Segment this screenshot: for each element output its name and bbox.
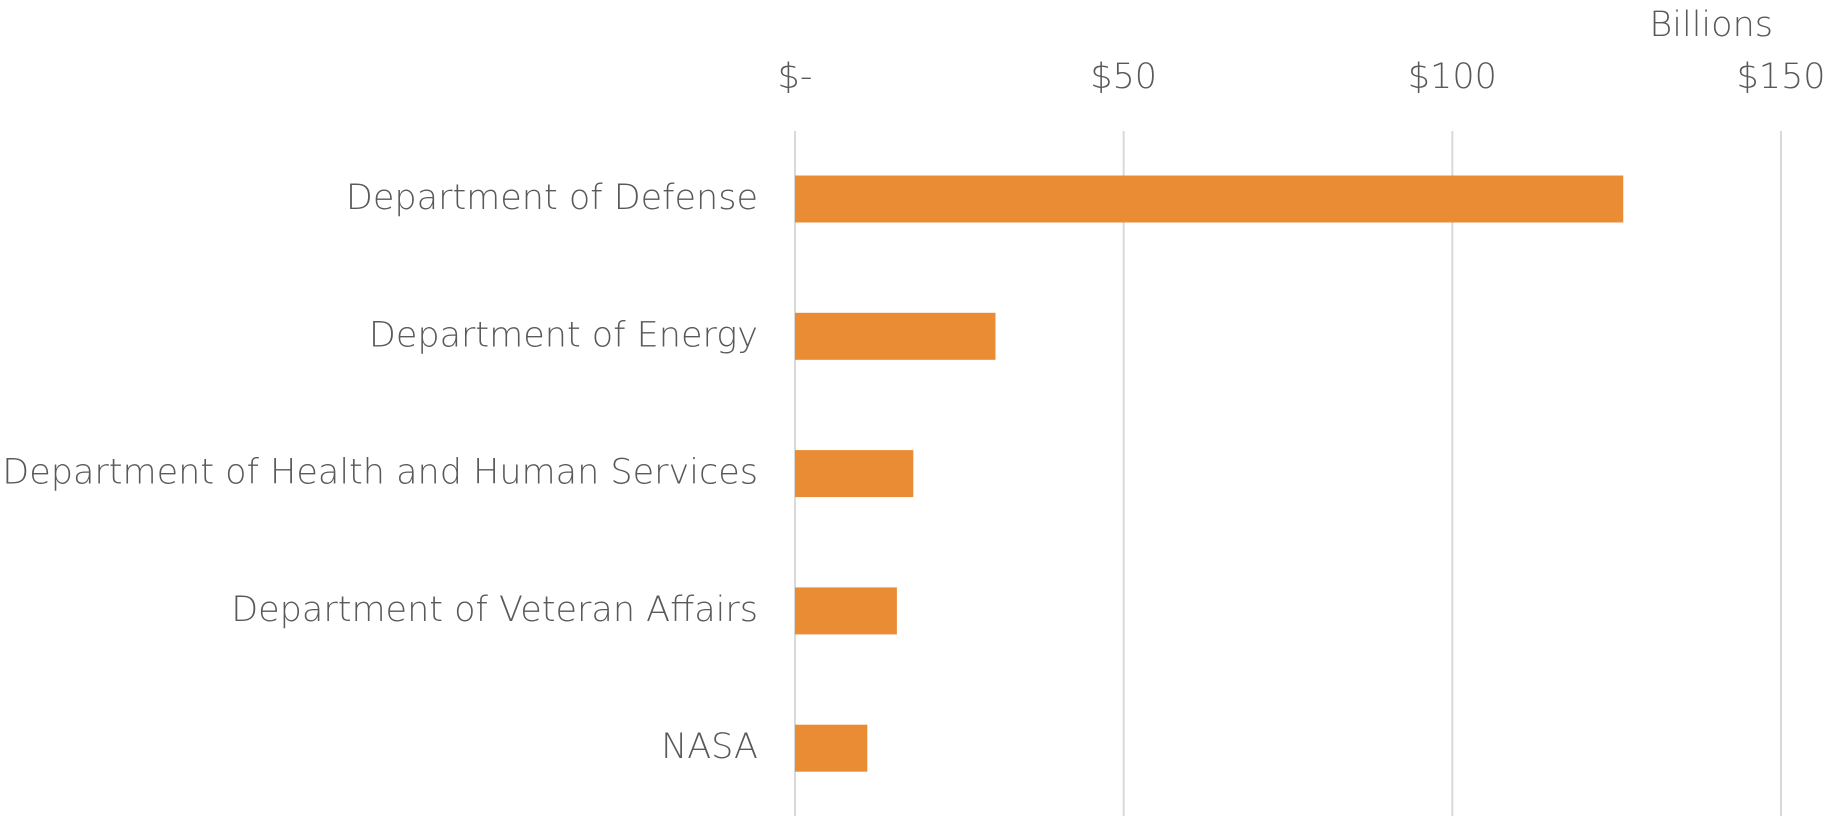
y-tick-label: Department of Defense bbox=[346, 178, 758, 218]
y-tick-label: Department of Health and Human Services bbox=[2, 453, 758, 493]
bar bbox=[795, 312, 996, 360]
x-tick-label: $50 bbox=[1090, 57, 1157, 97]
bar bbox=[795, 175, 1624, 223]
x-tick-label: $- bbox=[778, 57, 813, 97]
bar bbox=[795, 587, 897, 635]
y-tick-label: NASA bbox=[661, 727, 758, 767]
x-tick-label: $100 bbox=[1408, 57, 1497, 97]
y-tick-label: Department of Veteran Affairs bbox=[231, 590, 758, 630]
y-tick-label: Department of Energy bbox=[369, 315, 758, 355]
x-tick-label: $150 bbox=[1736, 57, 1825, 97]
bar bbox=[795, 450, 914, 498]
bar bbox=[795, 724, 868, 772]
x-axis-label: Billions bbox=[1649, 5, 1773, 45]
